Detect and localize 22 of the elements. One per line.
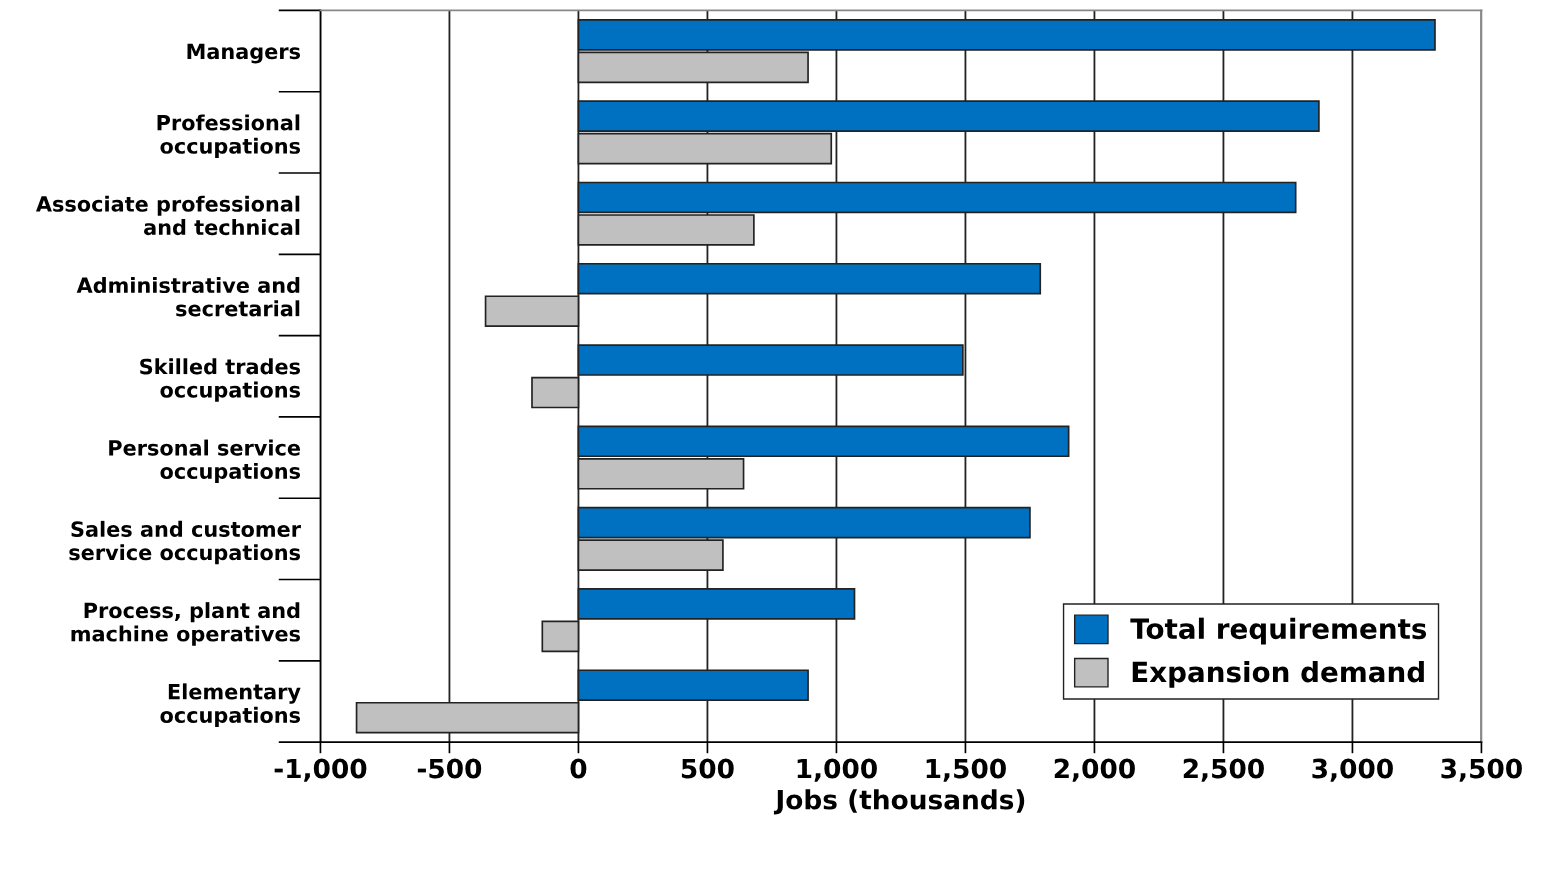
x-tick-label: 3,500 [1441, 758, 1522, 782]
y-tick-label: Elementary occupations [160, 683, 301, 728]
y-tick-label: Sales and customer service occupations [69, 520, 301, 565]
y-tick-label: Process, plant and machine operatives [71, 602, 300, 646]
x-tick-label: 0 [570, 758, 587, 779]
x-tick-label: 1,500 [926, 758, 1006, 782]
y-tick-label: Skilled trades occupations [140, 358, 301, 402]
x-tick-label: 2,000 [1054, 758, 1135, 782]
y-tick-label: Administrative and secretarial [76, 276, 300, 317]
y-tick-label: Personal service occupations [109, 439, 300, 484]
x-tick-label: 3,000 [1312, 758, 1393, 782]
y-tick-label: Associate professional and technical [35, 195, 300, 236]
x-tick-label: -500 [417, 758, 482, 779]
x-tick-label: 1,000 [797, 758, 877, 782]
y-tick-label: Professional occupations [157, 114, 300, 158]
x-tick-label: 500 [681, 758, 734, 779]
x-tick-label: 2,500 [1183, 758, 1264, 782]
y-tick-label: Managers [187, 43, 300, 64]
legend-label: Expansion demand [1132, 660, 1424, 688]
x-tick-label: -1,000 [274, 758, 367, 782]
legend-label: Total requirements [1130, 617, 1427, 645]
x-axis-title: Jobs (thousands) [773, 789, 1025, 815]
